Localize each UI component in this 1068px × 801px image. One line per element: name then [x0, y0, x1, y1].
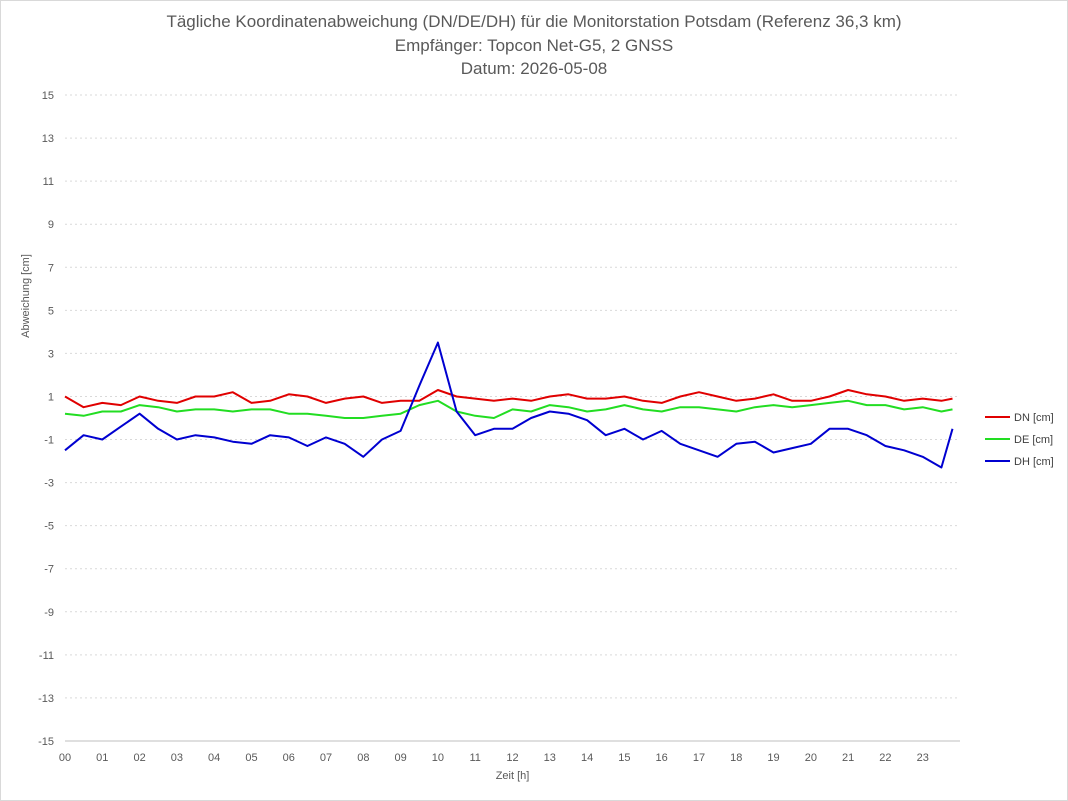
y-tick-label: 1 — [48, 391, 54, 403]
legend: DN [cm] DE [cm] DH [cm] — [985, 412, 1054, 468]
y-tick-label: 11 — [43, 176, 54, 188]
x-tick-label: 13 — [544, 752, 556, 764]
series-lines — [64, 341, 954, 469]
x-tick-label: 23 — [917, 752, 929, 764]
x-tick-label: 22 — [879, 752, 891, 764]
series-line-dh — [64, 341, 954, 469]
y-tick-label: -13 — [38, 693, 54, 705]
x-tick-label: 21 — [842, 752, 854, 764]
x-tick-label: 19 — [767, 752, 779, 764]
x-tick-label: 11 — [469, 752, 480, 764]
legend-label: DN [cm] — [1014, 412, 1054, 424]
x-tick-label: 04 — [208, 752, 220, 764]
y-tick-label: -5 — [44, 521, 54, 533]
x-tick-label: 18 — [730, 752, 742, 764]
y-tick-label: 3 — [48, 348, 54, 360]
y-tick-label: -1 — [44, 435, 54, 447]
x-tick-label: 14 — [581, 752, 593, 764]
x-tick-label: 05 — [245, 752, 257, 764]
gridlines — [65, 94, 960, 742]
y-tick-label: -9 — [44, 607, 54, 619]
y-axis-ticks: 15 13 11 9 7 5 3 1 -1 -3 -5 -7 -9 -11 -13 -15 — [38, 90, 54, 748]
y-tick-label: 13 — [42, 133, 54, 145]
x-tick-label: 00 — [59, 752, 71, 764]
series-line-de — [64, 399, 953, 419]
x-tick-label: 20 — [805, 752, 817, 764]
x-tick-label: 06 — [283, 752, 295, 764]
chart-subtitle-receiver: Empfänger: Topcon Net-G5, 2 GNSS — [394, 36, 674, 55]
y-axis-title: Abweichung [cm] — [20, 254, 32, 338]
x-tick-label: 16 — [656, 752, 668, 764]
x-axis-ticks: 00 01 02 03 04 05 06 07 08 09 10 11 12 13 14 15 16 17 18 19… — [59, 752, 929, 764]
y-tick-label: -15 — [38, 736, 54, 748]
legend-label: DH [cm] — [1014, 456, 1054, 468]
y-tick-label: -7 — [44, 564, 54, 576]
x-tick-label: 08 — [357, 752, 369, 764]
x-tick-label: 01 — [96, 752, 108, 764]
legend-label: DE [cm] — [1014, 434, 1053, 446]
y-tick-label: 9 — [48, 219, 54, 231]
series-line-dn — [64, 389, 953, 409]
y-tick-label: 15 — [42, 90, 54, 102]
y-tick-label: 7 — [48, 262, 54, 274]
x-tick-label: 03 — [171, 752, 183, 764]
x-tick-label: 17 — [693, 752, 705, 764]
x-tick-label: 10 — [432, 752, 444, 764]
y-tick-label: -11 — [39, 650, 54, 662]
x-tick-label: 15 — [618, 752, 630, 764]
y-tick-label: -3 — [44, 478, 54, 490]
y-tick-label: 5 — [48, 305, 54, 317]
x-tick-label: 02 — [133, 752, 145, 764]
chart-title: Tägliche Koordinatenabweichung (DN/DE/DH… — [166, 12, 902, 31]
x-tick-label: 07 — [320, 752, 332, 764]
x-tick-label: 09 — [395, 752, 407, 764]
chart-subtitle-date: Datum: 2026-05-08 — [460, 59, 608, 78]
x-axis-title: Zeit [h] — [496, 770, 530, 782]
x-tick-label: 12 — [506, 752, 518, 764]
